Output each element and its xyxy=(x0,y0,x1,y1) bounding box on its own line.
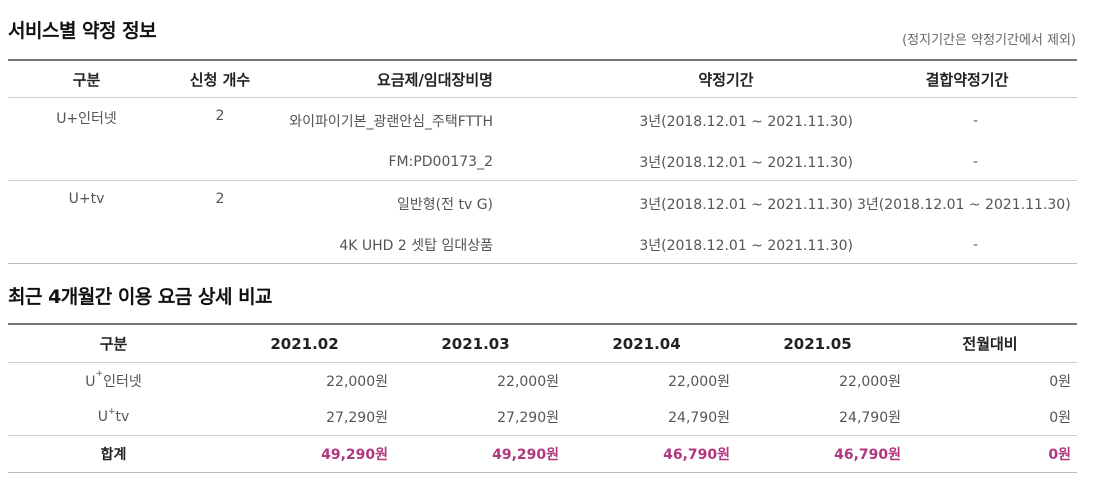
total-label: 합계 xyxy=(8,435,219,473)
row-category: U+tv xyxy=(68,191,105,207)
row-fee: 22,000원 xyxy=(839,374,901,390)
row-count: 2 xyxy=(215,108,225,124)
total-fee: 49,290원 xyxy=(219,435,390,473)
header-month: 2021.05 xyxy=(732,324,903,363)
header-category: 구분 xyxy=(8,324,219,363)
table-row: U+인터넷 2 와이파이기본_광랜안심_주택FTTH 3년(2018.12.01… xyxy=(8,98,1077,145)
row-combined-period: - xyxy=(972,237,978,253)
row-combined-period: - xyxy=(972,113,978,129)
row-plan: 일반형(전 tv G) xyxy=(397,197,493,213)
total-fee: 49,290원 xyxy=(390,435,561,473)
header-count: 신청 개수 xyxy=(165,60,275,98)
row-plan: FM:PD00173_2 xyxy=(275,144,595,181)
row-period: 3년(2018.12.01 ~ 2021.11.30) xyxy=(639,238,853,254)
row-service: U+tv xyxy=(97,407,130,425)
total-fee: 46,790원 xyxy=(732,435,903,473)
row-category xyxy=(8,227,165,264)
header-plan: 요금제/임대장비명 xyxy=(275,60,595,98)
header-month: 2021.04 xyxy=(561,324,732,363)
table-header-row: 구분 2021.02 2021.03 2021.04 2021.05 전월대비 xyxy=(8,324,1077,363)
section-title-contract-info: 서비스별 약정 정보 xyxy=(8,20,157,42)
row-period: 3년(2018.12.01 ~ 2021.11.30) xyxy=(639,197,853,213)
header-month: 2021.02 xyxy=(219,324,390,363)
header-category: 구분 xyxy=(8,60,165,98)
header-period: 약정기간 xyxy=(595,60,857,98)
row-category: U+인터넷 xyxy=(56,111,117,127)
row-fee: 22,000원 xyxy=(497,374,559,390)
row-count xyxy=(165,144,275,181)
row-count: 2 xyxy=(215,191,225,207)
table-row: U+인터넷 22,000원 22,000원 22,000원 22,000원 0원 xyxy=(8,363,1077,400)
row-period: 3년(2018.12.01 ~ 2021.11.30) xyxy=(639,114,853,130)
row-fee: 22,000원 xyxy=(668,374,730,390)
header-month: 2021.03 xyxy=(390,324,561,363)
row-combined-period: - xyxy=(857,144,1077,181)
total-row: 합계 49,290원 49,290원 46,790원 46,790원 0원 xyxy=(8,435,1077,473)
row-combined-period: 3년(2018.12.01 ~ 2021.11.30) xyxy=(857,197,1071,213)
row-diff: 0원 xyxy=(1049,374,1071,390)
row-service: U+인터넷 xyxy=(85,369,142,390)
total-fee: 46,790원 xyxy=(561,435,732,473)
table-row: U+tv 2 일반형(전 tv G) 3년(2018.12.01 ~ 2021.… xyxy=(8,181,1077,228)
section-title-fee-comparison: 최근 4개월간 이용 요금 상세 비교 xyxy=(8,286,273,308)
row-count xyxy=(165,227,275,264)
row-plan: 4K UHD 2 셋탑 임대상품 xyxy=(339,238,493,254)
contract-info-table: 구분 신청 개수 요금제/임대장비명 약정기간 결합약정기간 U+인터넷 2 와… xyxy=(8,59,1077,264)
row-period: 3년(2018.12.01 ~ 2021.11.30) xyxy=(595,144,857,181)
header-month-over-month: 전월대비 xyxy=(903,324,1077,363)
row-plan: 와이파이기본_광랜안심_주택FTTH xyxy=(289,114,493,130)
row-fee: 22,000원 xyxy=(326,374,388,390)
header-combined-period: 결합약정기간 xyxy=(857,60,1077,98)
row-fee: 24,790원 xyxy=(839,410,901,426)
table-row: 4K UHD 2 셋탑 임대상품 3년(2018.12.01 ~ 2021.11… xyxy=(8,227,1077,264)
table-row: FM:PD00173_2 3년(2018.12.01 ~ 2021.11.30)… xyxy=(8,144,1077,181)
total-diff: 0원 xyxy=(903,435,1077,473)
row-fee: 27,290원 xyxy=(326,410,388,426)
row-category xyxy=(8,144,165,181)
row-diff: 0원 xyxy=(1049,410,1071,426)
table-row: U+tv 27,290원 27,290원 24,790원 24,790원 0원 xyxy=(8,399,1077,436)
row-fee: 27,290원 xyxy=(497,410,559,426)
suspension-note: (정지기간은 약정기간에서 제외) xyxy=(902,33,1076,48)
table-header-row: 구분 신청 개수 요금제/임대장비명 약정기간 결합약정기간 xyxy=(8,60,1077,98)
row-fee: 24,790원 xyxy=(668,410,730,426)
fee-comparison-table: 구분 2021.02 2021.03 2021.04 2021.05 전월대비 … xyxy=(8,323,1077,473)
